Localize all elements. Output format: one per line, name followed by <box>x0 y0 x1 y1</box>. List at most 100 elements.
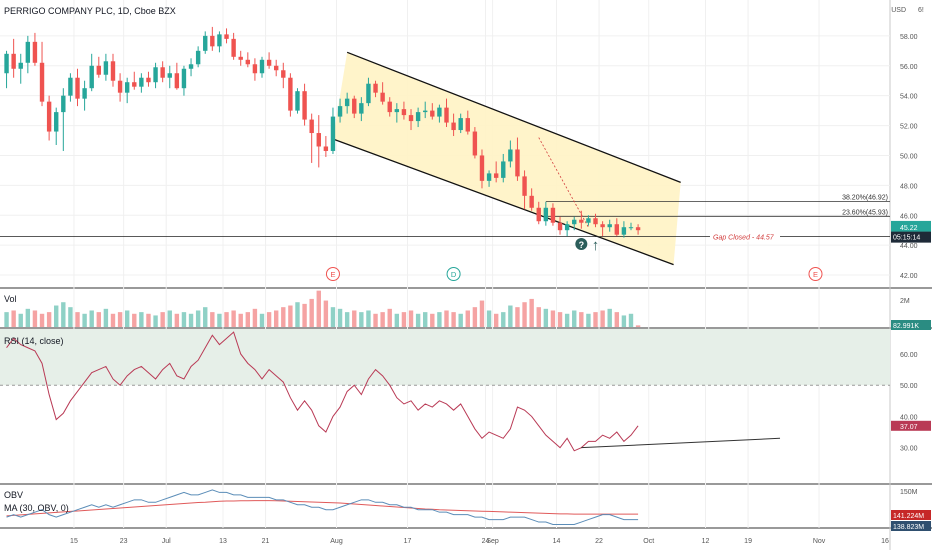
candle[interactable] <box>195 50 201 65</box>
candle[interactable] <box>75 77 80 99</box>
event-marker-circle[interactable] <box>808 267 823 281</box>
candle[interactable] <box>543 207 549 222</box>
candle[interactable] <box>586 218 591 223</box>
candle[interactable] <box>245 59 251 65</box>
volume-bar[interactable] <box>75 312 80 327</box>
candle[interactable] <box>579 219 584 223</box>
volume-bar[interactable] <box>550 310 556 327</box>
candle[interactable] <box>231 38 236 57</box>
candle[interactable] <box>493 173 499 178</box>
candle[interactable] <box>337 106 343 117</box>
candle[interactable] <box>4 53 9 74</box>
volume-bar[interactable] <box>124 310 130 327</box>
candle[interactable] <box>600 224 605 228</box>
candle[interactable] <box>224 34 229 39</box>
volume-bar[interactable] <box>252 308 258 327</box>
candle[interactable] <box>508 149 513 162</box>
volume-bar[interactable] <box>628 313 634 327</box>
volume-bar[interactable] <box>316 290 321 327</box>
volume-bar[interactable] <box>493 313 499 327</box>
candle[interactable] <box>366 83 371 104</box>
volume-bar[interactable] <box>465 310 470 327</box>
candle[interactable] <box>344 98 350 107</box>
candle[interactable] <box>238 56 243 60</box>
volume-bar[interactable] <box>344 312 350 327</box>
candle[interactable] <box>628 227 634 229</box>
volume-bar[interactable] <box>181 312 187 327</box>
volume-bar[interactable] <box>557 312 563 327</box>
candle[interactable] <box>259 59 265 74</box>
candle[interactable] <box>572 219 577 225</box>
volume-bar[interactable] <box>195 310 201 327</box>
candle[interactable] <box>32 41 38 63</box>
channel-lower-line[interactable] <box>332 138 674 266</box>
candle[interactable] <box>82 88 87 99</box>
candle[interactable] <box>486 173 492 181</box>
volume-bar[interactable] <box>39 313 45 327</box>
candle[interactable] <box>68 77 73 96</box>
volume-bar[interactable] <box>188 313 194 327</box>
candle[interactable] <box>11 53 16 69</box>
volume-bar[interactable] <box>593 312 598 327</box>
candle[interactable] <box>557 222 563 231</box>
candle[interactable] <box>252 64 258 74</box>
volume-bar[interactable] <box>408 310 414 327</box>
candle[interactable] <box>330 116 336 151</box>
question-signal-icon[interactable] <box>575 238 588 250</box>
candle[interactable] <box>479 155 485 181</box>
candle[interactable] <box>401 109 407 116</box>
volume-bar[interactable] <box>543 308 549 327</box>
candle[interactable] <box>103 61 109 75</box>
candle[interactable] <box>536 207 541 222</box>
volume-bar[interactable] <box>11 310 16 327</box>
volume-bar[interactable] <box>89 310 94 327</box>
candle[interactable] <box>564 224 570 231</box>
volume-bar[interactable] <box>359 312 364 327</box>
volume-bar[interactable] <box>486 310 492 327</box>
obv-line[interactable] <box>6 489 639 526</box>
volume-bar[interactable] <box>153 315 158 327</box>
volume-bar[interactable] <box>366 310 371 327</box>
candle[interactable] <box>210 35 215 47</box>
volume-bar[interactable] <box>117 312 123 327</box>
candle[interactable] <box>359 103 364 114</box>
candle[interactable] <box>465 118 470 132</box>
volume-bar[interactable] <box>451 312 456 327</box>
candle[interactable] <box>444 107 449 123</box>
candle[interactable] <box>408 115 414 122</box>
candle[interactable] <box>203 35 208 51</box>
volume-bar[interactable] <box>210 312 215 327</box>
candle[interactable] <box>423 110 428 113</box>
volume-bar[interactable] <box>437 312 442 327</box>
volume-bar[interactable] <box>110 313 116 327</box>
volume-bar[interactable] <box>501 312 506 327</box>
candle[interactable] <box>153 67 158 83</box>
volume-bar[interactable] <box>174 313 180 327</box>
candle[interactable] <box>46 101 52 132</box>
candle[interactable] <box>174 73 180 89</box>
candle[interactable] <box>387 101 392 113</box>
candle[interactable] <box>288 77 293 111</box>
volume-bar[interactable] <box>61 302 66 327</box>
volume-bar[interactable] <box>18 313 23 327</box>
volume-bar[interactable] <box>529 298 534 327</box>
candle[interactable] <box>593 218 598 225</box>
obv-pane[interactable]: 150M 141.224M 138.823M <box>6 489 931 531</box>
volume-bar[interactable] <box>635 325 641 327</box>
volume-bar[interactable] <box>302 303 307 327</box>
volume-bar[interactable] <box>281 307 286 327</box>
volume-bar[interactable] <box>415 313 421 327</box>
volume-bar[interactable] <box>309 298 314 327</box>
candle[interactable] <box>188 64 194 69</box>
volume-bar[interactable] <box>224 312 229 327</box>
volume-bar[interactable] <box>564 313 570 327</box>
candle[interactable] <box>323 146 329 151</box>
rsi-trendline[interactable] <box>581 437 781 449</box>
event-marker-circle[interactable] <box>325 267 340 281</box>
candle[interactable] <box>522 176 527 196</box>
candle[interactable] <box>316 133 321 147</box>
volume-bar[interactable] <box>607 308 612 327</box>
volume-bar[interactable] <box>266 312 272 327</box>
volume-bar[interactable] <box>430 313 435 327</box>
candle[interactable] <box>373 83 378 93</box>
